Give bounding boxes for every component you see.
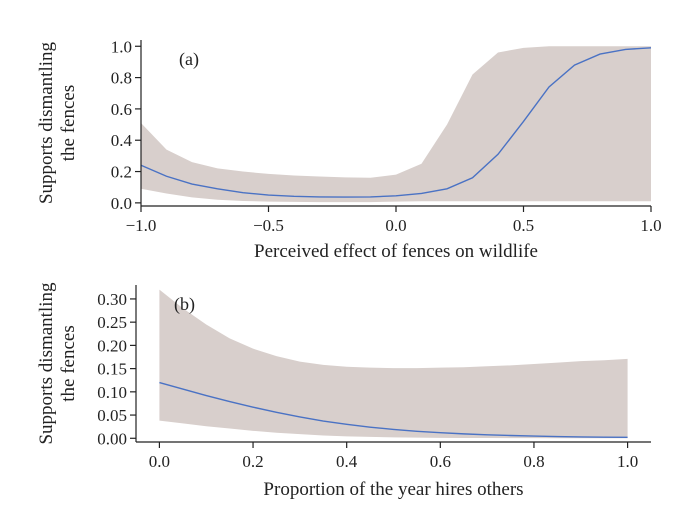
y-axis-label: Supports dismantling [36, 282, 57, 445]
y-tick-label: 0.00 [97, 429, 127, 448]
x-tick-label: 0.8 [523, 452, 544, 471]
y-tick-label: 0.8 [111, 69, 132, 88]
confidence-band [141, 46, 651, 203]
x-tick-label: 0.0 [149, 452, 170, 471]
y-tick-label: 0.25 [97, 313, 127, 332]
x-tick-label: −1.0 [126, 216, 157, 235]
x-tick-label: 0.0 [385, 216, 406, 235]
panel-label: (a) [179, 49, 199, 70]
y-tick-label: 0.10 [97, 383, 127, 402]
y-tick-label: 0.15 [97, 360, 127, 379]
y-tick-label: 0.20 [97, 336, 127, 355]
y-axis-label: the fences [58, 85, 79, 161]
panel-a: −1.0 −0.5 0.0 0.5 1.0 0.0 0.2 0.4 0.6 0.8 1.0 (a) Pe… [36, 37, 662, 262]
x-tick-label: 1.0 [617, 452, 638, 471]
confidence-band [159, 289, 628, 439]
mean-line [159, 381, 628, 439]
panel-b: 0.0 0.2 0.4 0.6 0.8 1.0 0.00 0.05 0.10 0.15 0.20 0.… [36, 282, 651, 500]
y-tick-label: 0.6 [111, 100, 132, 119]
x-tick-label: 0.5 [513, 216, 534, 235]
x-axis-label: Perceived effect of fences on wildlife [254, 241, 538, 262]
y-axis-label: Supports dismantling [36, 41, 57, 204]
y-tick-label: 0.30 [97, 290, 127, 309]
mean-line [140, 47, 652, 198]
x-tick-label: 1.0 [640, 216, 661, 235]
x-tick-label: −0.5 [253, 216, 284, 235]
x-tick-label: 0.2 [242, 452, 263, 471]
x-tick-label: 0.6 [430, 452, 451, 471]
y-tick-label: 0.05 [97, 406, 127, 425]
panel-label: (b) [174, 294, 195, 315]
y-axis-label: the fences [58, 325, 79, 401]
y-tick-label: 0.0 [111, 194, 132, 213]
x-axis-label: Proportion of the year hires others [263, 479, 523, 500]
y-tick-label: 0.4 [111, 131, 133, 150]
x-tick-label: 0.4 [336, 452, 358, 471]
y-tick-label: 0.2 [111, 163, 132, 182]
y-tick-label: 1.0 [111, 37, 132, 56]
